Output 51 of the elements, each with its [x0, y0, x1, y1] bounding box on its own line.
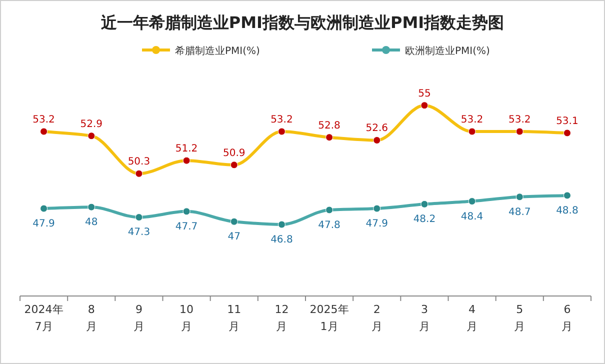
data-label: 51.2	[175, 144, 198, 155]
point	[516, 193, 524, 201]
legend-label: 欧洲制造业PMI(%)	[405, 45, 490, 57]
x-tick-label: 10 月	[180, 303, 194, 333]
data-label: 48.4	[460, 211, 484, 222]
point	[230, 218, 238, 226]
data-label: 48.2	[413, 214, 436, 226]
x-tick-label: 11 月	[227, 303, 242, 333]
x-tick-label: 2025年 1月	[310, 303, 349, 333]
point	[182, 208, 190, 216]
data-label: 47.9	[32, 218, 55, 230]
data-label: 53.2	[460, 114, 484, 126]
data-label: 50.3	[128, 156, 150, 168]
data-label: 55	[418, 88, 431, 100]
data-label: 48.8	[556, 205, 578, 216]
data-label: 50.9	[222, 148, 246, 159]
x-tick-label: 5 月	[514, 303, 526, 333]
legend-label: 希腊制造业PMI(%)	[175, 45, 260, 57]
x-tick-label: 12 月	[274, 303, 289, 333]
data-label: 48.7	[508, 206, 531, 218]
data-label: 47.9	[366, 218, 388, 230]
data-label: 52.8	[318, 120, 340, 132]
data-label: 46.8	[270, 234, 293, 246]
x-tick-label: 6 月	[562, 303, 573, 333]
data-label: 47	[228, 232, 240, 243]
data-label: 52.9	[80, 118, 103, 130]
point	[326, 206, 334, 214]
point	[563, 192, 571, 200]
point	[420, 200, 428, 208]
data-label: 47.8	[318, 220, 340, 231]
chart-title: 近一年希腊制造业PMI指数与欧洲制造业PMI指数走势图	[100, 13, 504, 32]
point	[135, 213, 143, 221]
point	[373, 204, 381, 212]
data-label: 53.1	[556, 116, 578, 127]
data-label: 52.6	[366, 123, 388, 134]
point	[88, 203, 96, 211]
x-tick-label: 8 月	[86, 303, 97, 333]
data-label: 47.7	[175, 221, 198, 232]
x-tick-label: 4 月	[466, 303, 478, 333]
x-tick-label: 9 月	[133, 303, 144, 333]
data-label: 47.3	[128, 227, 150, 238]
point	[40, 204, 48, 212]
data-label: 53.2	[508, 114, 531, 126]
data-label: 48	[85, 217, 98, 228]
x-tick-label: 2 月	[371, 303, 382, 333]
data-label: 53.2	[270, 114, 293, 126]
x-tick-label: 2024年 7月	[24, 303, 64, 333]
point	[278, 220, 286, 228]
x-tick-label: 3 月	[418, 303, 430, 333]
point	[468, 198, 476, 206]
data-label: 53.2	[32, 114, 55, 126]
